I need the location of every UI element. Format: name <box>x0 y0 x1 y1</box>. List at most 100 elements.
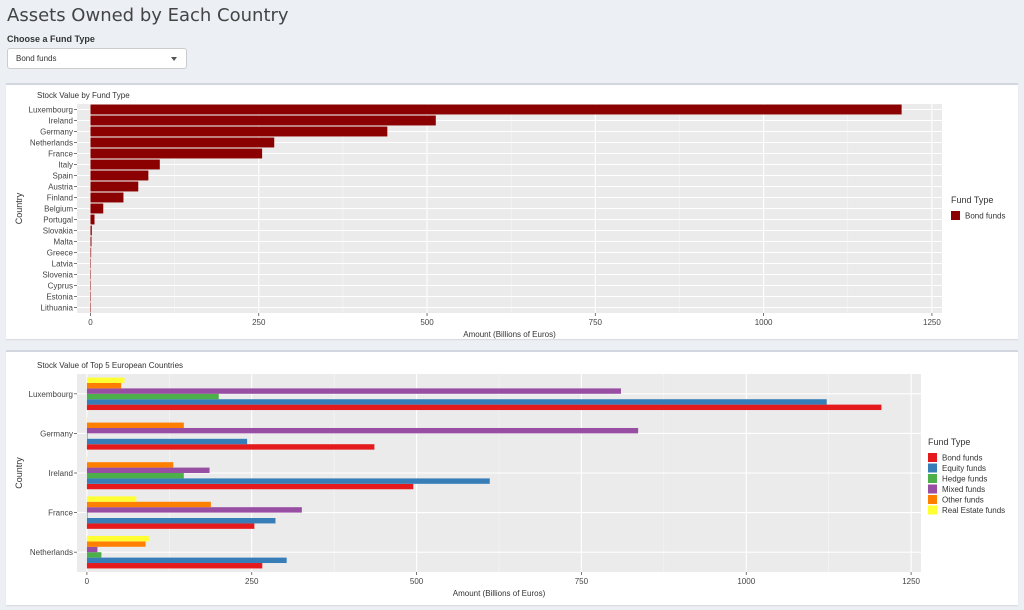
bar <box>90 280 91 291</box>
chart-title: Stock Value of Top 5 European Countries <box>37 361 183 370</box>
x-tick-label: 0 <box>85 577 90 586</box>
bar <box>90 247 92 258</box>
bar <box>90 291 91 302</box>
x-tick-label: 1250 <box>902 577 920 586</box>
bar <box>86 404 882 411</box>
chart-panel-fund-type: Stock Value by Fund Type 0 250 500 750 1000 12… <box>6 83 1018 339</box>
y-tick-label: Luxembourg <box>29 106 73 115</box>
legend-swatch <box>928 474 937 483</box>
bar <box>86 557 287 564</box>
x-tick-label: 1000 <box>755 318 773 327</box>
bar <box>86 377 125 383</box>
legend-label: Mixed funds <box>942 485 985 494</box>
bar-chart-fund-type: Stock Value by Fund Type 0 250 500 750 1000 12… <box>14 91 1005 339</box>
bar <box>90 104 902 115</box>
bar <box>90 148 263 159</box>
legend-swatch <box>951 211 960 220</box>
y-tick-label: Italy <box>58 161 73 170</box>
bar <box>90 258 91 269</box>
x-tick-label: 1250 <box>923 318 941 327</box>
y-tick-label: Estonia <box>46 293 73 302</box>
bar <box>86 399 827 405</box>
bar <box>86 523 255 529</box>
y-tick-label: Ireland <box>49 469 73 478</box>
legend-title: Fund Type <box>951 195 993 205</box>
bar <box>86 388 621 394</box>
bar <box>86 501 211 508</box>
bar <box>90 192 124 203</box>
bar <box>86 433 88 439</box>
bar <box>86 478 490 484</box>
y-tick-label: Latvia <box>52 260 74 269</box>
bar <box>86 444 375 450</box>
bar <box>86 382 122 389</box>
legend-swatch <box>928 453 937 462</box>
chevron-down-icon[interactable] <box>171 57 177 61</box>
y-tick-label: Malta <box>53 238 73 247</box>
bar <box>90 225 92 236</box>
y-tick-label: Netherlands <box>30 548 73 557</box>
y-tick-label: Cyprus <box>48 282 73 291</box>
y-tick-label: Spain <box>53 172 73 181</box>
legend-label: Other funds <box>942 496 984 505</box>
y-tick-label: Finland <box>47 194 73 203</box>
bar <box>86 473 184 479</box>
y-tick-label: Germany <box>40 128 73 137</box>
bar <box>86 496 137 502</box>
x-tick-label: 750 <box>589 318 603 327</box>
x-axis-label: Amount (Billions of Euros) <box>463 330 556 339</box>
y-tick-label: Netherlands <box>30 139 73 148</box>
y-tick-label: France <box>48 150 73 159</box>
y-tick-label: Portugal <box>43 216 73 225</box>
bar <box>86 456 88 463</box>
y-tick-label: Luxembourg <box>29 390 73 399</box>
legend-label: Bond funds <box>965 212 1005 221</box>
bar-chart-top5: Stock Value of Top 5 European Countries 0… <box>14 361 1005 598</box>
bar <box>86 563 263 569</box>
bar <box>90 269 91 280</box>
bar <box>86 483 414 490</box>
x-tick-label: 500 <box>420 318 434 327</box>
y-tick-label: Slovenia <box>42 271 73 280</box>
bar <box>86 393 219 400</box>
bar <box>86 535 149 542</box>
x-tick-label: 250 <box>252 318 266 327</box>
bar <box>90 302 91 313</box>
y-tick-label: Germany <box>40 429 73 438</box>
bar <box>86 438 248 445</box>
bar <box>90 159 160 170</box>
x-axis-label: Amount (Billions of Euros) <box>453 589 546 598</box>
legend-swatch <box>928 463 937 473</box>
x-tick-label: 0 <box>88 318 93 327</box>
bar <box>86 462 174 468</box>
legend-swatch <box>928 495 937 504</box>
bar <box>90 203 104 214</box>
bar <box>90 181 139 192</box>
y-axis-label: Country <box>14 192 24 224</box>
legend-label: Bond funds <box>942 454 982 463</box>
bar <box>90 170 149 181</box>
bar <box>86 422 184 428</box>
legend-title: Fund Type <box>928 437 970 447</box>
x-tick-label: 1000 <box>737 577 755 586</box>
y-tick-label: Lithuania <box>41 304 74 313</box>
bar <box>86 518 276 524</box>
bar <box>90 115 436 126</box>
y-tick-label: Austria <box>48 183 73 192</box>
chart-panel-top5: Stock Value of Top 5 European Countries 0… <box>6 350 1018 605</box>
legend-label: Equity funds <box>942 464 986 473</box>
bar <box>90 214 95 225</box>
bar <box>90 236 92 247</box>
x-tick-label: 750 <box>575 577 589 586</box>
fund-type-label: Choose a Fund Type <box>7 34 95 44</box>
bar <box>86 546 98 553</box>
bar <box>90 126 388 137</box>
bar <box>86 417 88 423</box>
y-tick-label: France <box>48 509 73 518</box>
bar <box>90 137 275 148</box>
y-tick-label: Slovakia <box>43 227 74 236</box>
bar <box>86 552 102 558</box>
fund-type-select[interactable]: Bond funds <box>7 48 187 69</box>
x-tick-label: 250 <box>245 577 259 586</box>
x-tick-label: 500 <box>410 577 424 586</box>
